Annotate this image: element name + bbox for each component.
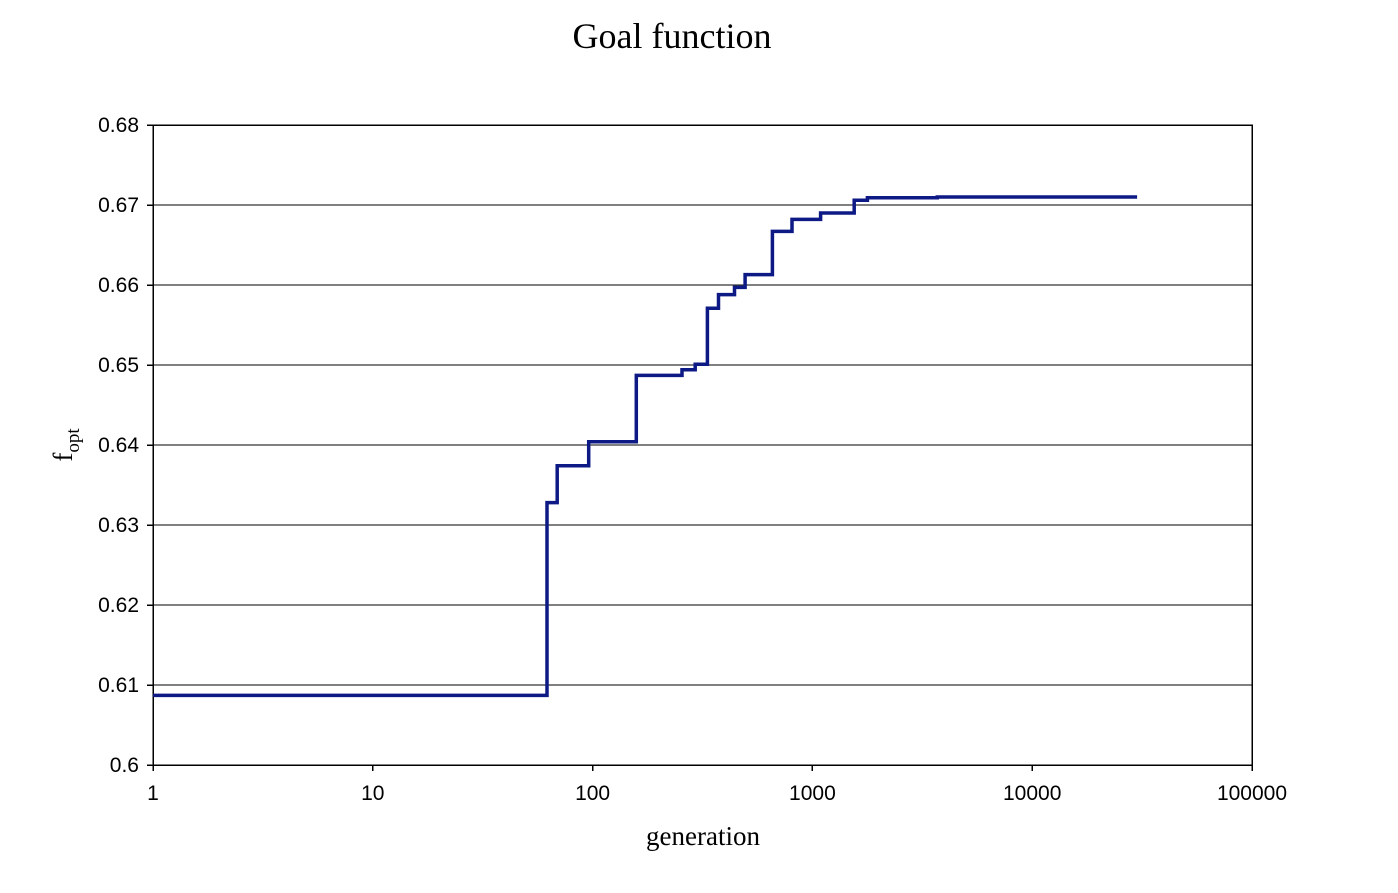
y-axis-label: fopt: [48, 428, 84, 462]
y-tick-label: 0.67: [98, 194, 139, 217]
x-tick-label: 1000: [789, 782, 836, 805]
y-tick-label: 0.65: [98, 354, 139, 377]
x-tick-label: 1: [147, 782, 159, 805]
y-axis-ticks: 0.6 0.61 0.62 0.63 0.64 0.65 0.66 0.67 0.68: [98, 114, 153, 777]
y-tick-label: 0.64: [98, 434, 139, 457]
gridlines: [153, 204, 1252, 686]
chart-title: Goal function: [573, 16, 772, 56]
x-axis-ticks: 1 10 100 1000 10000 100000: [147, 765, 1287, 805]
x-tick-label: 10000: [1003, 782, 1061, 805]
y-tick-label: 0.66: [98, 274, 139, 297]
y-axis-label-subscript: opt: [63, 428, 84, 453]
x-axis-label: generation: [646, 821, 760, 851]
y-tick-label: 0.62: [98, 594, 139, 617]
series-layer: [153, 195, 1138, 698]
y-tick-label: 0.63: [98, 514, 139, 537]
y-tick-label: 0.6: [110, 754, 139, 777]
y-tick-label: 0.61: [98, 674, 139, 697]
x-tick-label: 10: [361, 782, 384, 805]
series-line: [153, 195, 1138, 698]
y-axis-label-main: f: [48, 453, 78, 462]
y-tick-label: 0.68: [98, 114, 139, 137]
x-tick-label: 100000: [1217, 782, 1287, 805]
x-tick-label: 100: [575, 782, 610, 805]
